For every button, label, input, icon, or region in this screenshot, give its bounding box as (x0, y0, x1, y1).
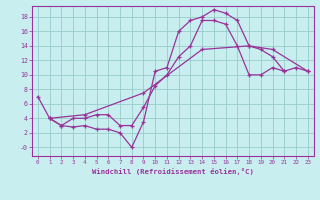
X-axis label: Windchill (Refroidissement éolien,°C): Windchill (Refroidissement éolien,°C) (92, 168, 254, 175)
